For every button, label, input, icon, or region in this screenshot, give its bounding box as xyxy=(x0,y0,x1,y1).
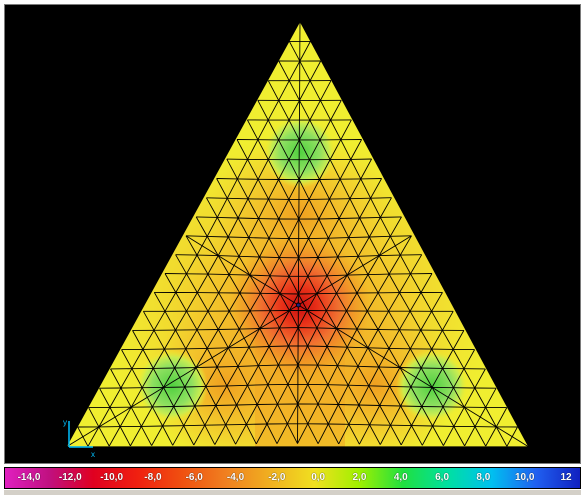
plate-outline xyxy=(64,19,531,448)
model-viewport[interactable]: y x xyxy=(4,4,581,464)
legend-label: -8,0 xyxy=(144,472,162,483)
legend-label: -14,0 xyxy=(17,472,41,483)
axis-y-label: y xyxy=(63,418,67,427)
legend-label: -12,0 xyxy=(58,472,82,483)
mesh-line xyxy=(297,305,299,444)
axis-indicator: y x xyxy=(63,418,95,459)
axis-x-label: x xyxy=(91,450,95,459)
legend-label: 0,0 xyxy=(311,472,326,483)
triangular-plate-model: y x xyxy=(63,19,531,459)
legend-label: 8,0 xyxy=(476,472,491,483)
color-scale-bar xyxy=(5,468,580,488)
mesh-line xyxy=(185,235,299,306)
mesh-line xyxy=(298,304,529,447)
mesh-line xyxy=(297,21,301,306)
color-scale-legend: -14,0 -12,0 -10,0 -8,0 -6,0 -4,0 -2,0 0,0 2,0 4,0… xyxy=(4,467,581,489)
mesh-line xyxy=(298,235,412,306)
green-zone-right xyxy=(396,350,468,422)
legend-label: 4,0 xyxy=(393,472,408,483)
status-strip xyxy=(4,490,581,495)
legend-label: 6,0 xyxy=(435,472,450,483)
legend-label: 2,0 xyxy=(352,472,367,483)
legend-label: 12 xyxy=(560,472,572,483)
legend-label: -10,0 xyxy=(100,472,124,483)
legend-label: -6,0 xyxy=(185,472,203,483)
mesh-line xyxy=(66,304,299,447)
legend-label: -4,0 xyxy=(226,472,245,483)
legend-label: 10,0 xyxy=(514,472,535,483)
fe-mesh xyxy=(66,21,529,447)
legend-label: -2,0 xyxy=(268,472,286,483)
center-node xyxy=(295,302,301,308)
